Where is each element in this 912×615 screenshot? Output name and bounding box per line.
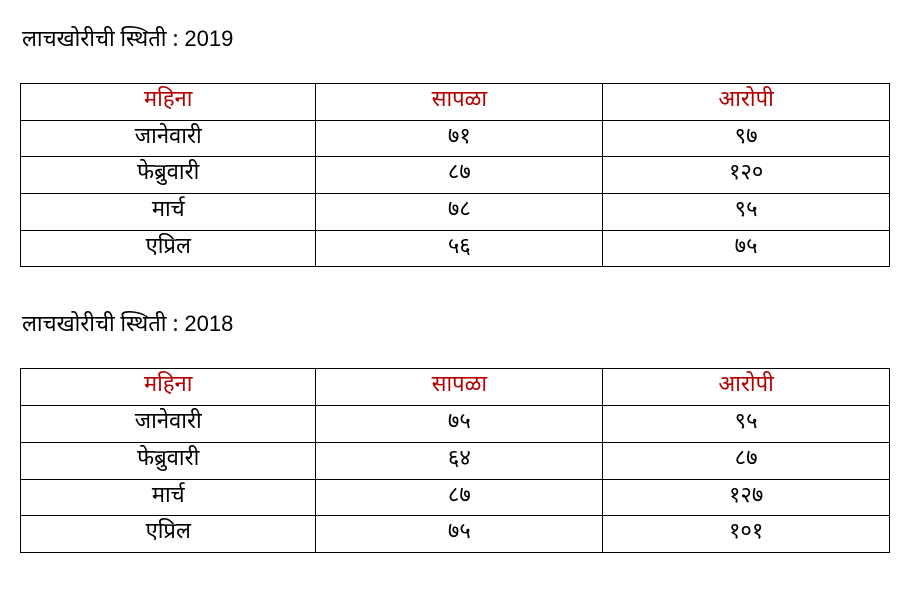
cell-month: मार्च (21, 479, 316, 516)
cell-accused: ८७ (603, 442, 890, 479)
cell-trap: ६४ (316, 442, 603, 479)
col-header-month: महिना (21, 84, 316, 121)
cell-trap: ७५ (316, 406, 603, 443)
table-2019: महिना सापळा आरोपी जानेवारी ७१ ९७ फेब्रुव… (20, 83, 890, 267)
cell-trap: ५६ (316, 230, 603, 267)
cell-accused: १२० (603, 157, 890, 194)
table-row: फेब्रुवारी ६४ ८७ (21, 442, 890, 479)
table-row: एप्रिल ५६ ७५ (21, 230, 890, 267)
table-header-row: महिना सापळा आरोपी (21, 84, 890, 121)
table-row: मार्च ८७ १२७ (21, 479, 890, 516)
col-header-accused: आरोपी (603, 84, 890, 121)
cell-month: एप्रिल (21, 516, 316, 553)
cell-month: फेब्रुवारी (21, 157, 316, 194)
table-row: जानेवारी ७१ ९७ (21, 120, 890, 157)
cell-trap: ७५ (316, 516, 603, 553)
section-title-2018: लाचखोरीची स्थिती : 2018 (22, 311, 890, 340)
table-header-row: महिना सापळा आरोपी (21, 369, 890, 406)
table-row: एप्रिल ७५ १०१ (21, 516, 890, 553)
section-title-prefix: लाचखोरीची स्थिती : (22, 311, 179, 340)
cell-month: एप्रिल (21, 230, 316, 267)
cell-trap: ७१ (316, 120, 603, 157)
cell-accused: ७५ (603, 230, 890, 267)
cell-accused: ९७ (603, 120, 890, 157)
col-header-month: महिना (21, 369, 316, 406)
section-title-year: 2019 (184, 26, 233, 51)
cell-trap: ७८ (316, 194, 603, 231)
section-title-year: 2018 (184, 311, 233, 336)
cell-trap: ८७ (316, 157, 603, 194)
section-title-prefix: लाचखोरीची स्थिती : (22, 26, 179, 55)
cell-trap: ८७ (316, 479, 603, 516)
col-header-accused: आरोपी (603, 369, 890, 406)
col-header-trap: सापळा (316, 369, 603, 406)
cell-accused: ९५ (603, 406, 890, 443)
cell-month: फेब्रुवारी (21, 442, 316, 479)
table-2018: महिना सापळा आरोपी जानेवारी ७५ ९५ फेब्रुव… (20, 368, 890, 552)
cell-month: जानेवारी (21, 406, 316, 443)
table-row: फेब्रुवारी ८७ १२० (21, 157, 890, 194)
table-row: जानेवारी ७५ ९५ (21, 406, 890, 443)
cell-accused: ९५ (603, 194, 890, 231)
table-row: मार्च ७८ ९५ (21, 194, 890, 231)
cell-month: जानेवारी (21, 120, 316, 157)
cell-accused: १२७ (603, 479, 890, 516)
cell-accused: १०१ (603, 516, 890, 553)
col-header-trap: सापळा (316, 84, 603, 121)
section-title-2019: लाचखोरीची स्थिती : 2019 (22, 26, 890, 55)
cell-month: मार्च (21, 194, 316, 231)
